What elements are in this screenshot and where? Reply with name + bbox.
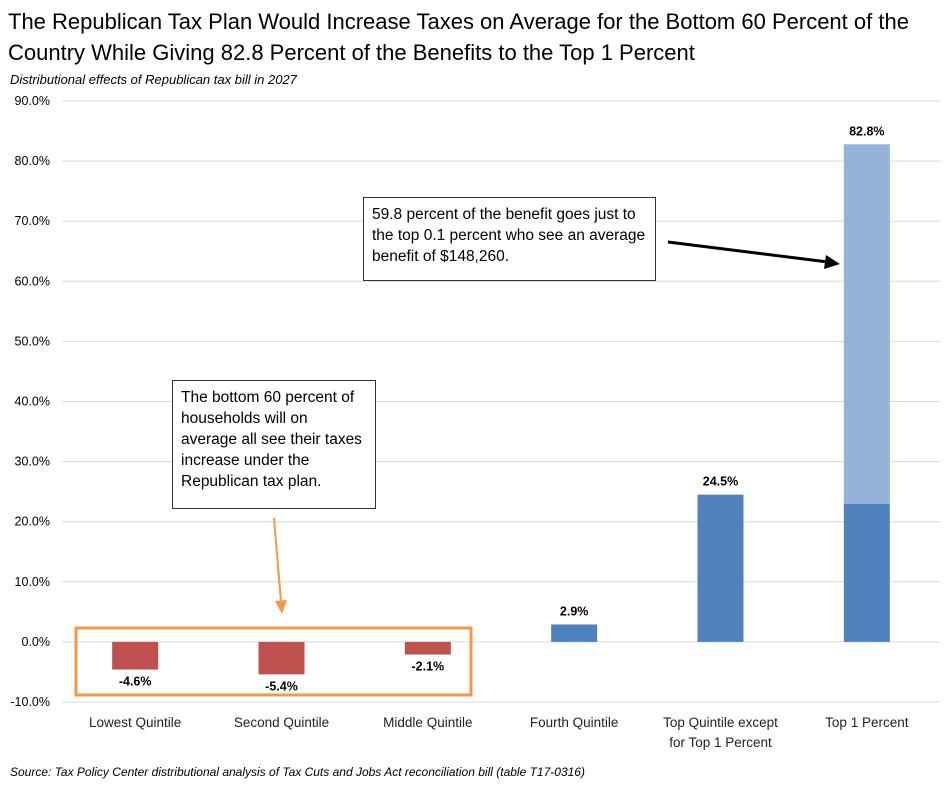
y-tick-label: 40.0% bbox=[15, 395, 50, 409]
bar bbox=[697, 494, 744, 642]
bar-top-1-percent-lower-segment bbox=[843, 503, 890, 642]
y-tick-label: 20.0% bbox=[15, 515, 50, 529]
y-tick-label: 80.0% bbox=[15, 154, 50, 168]
annotation-top-0-1-percent: 59.8 percent of the benefit goes just to… bbox=[363, 197, 656, 281]
y-tick-label: 10.0% bbox=[15, 575, 50, 589]
x-category-label: Middle Quintile bbox=[383, 715, 472, 730]
orange-arrow-line bbox=[273, 517, 282, 603]
chart-subtitle: Distributional effects of Republican tax… bbox=[10, 72, 297, 87]
x-category-label: Second Quintile bbox=[234, 715, 329, 730]
black-arrow-line bbox=[667, 240, 829, 264]
y-tick-label: 60.0% bbox=[15, 274, 50, 288]
x-category-label: Lowest Quintile bbox=[89, 715, 181, 730]
y-tick-label: 50.0% bbox=[15, 334, 50, 348]
y-tick-label: 30.0% bbox=[15, 455, 50, 469]
x-category-label: for Top 1 Percent bbox=[669, 735, 772, 750]
y-tick-label: -10.0% bbox=[10, 695, 50, 709]
bar bbox=[404, 641, 451, 655]
y-tick-label: 0.0% bbox=[22, 635, 51, 649]
data-label: 2.9% bbox=[560, 604, 589, 618]
x-category-label: Fourth Quintile bbox=[530, 715, 619, 730]
bar bbox=[551, 624, 598, 642]
x-category-label: Top 1 Percent bbox=[825, 715, 909, 730]
y-tick-label: 90.0% bbox=[15, 94, 50, 108]
bar bbox=[258, 641, 305, 675]
black-arrowhead bbox=[824, 255, 840, 269]
data-label: -4.6% bbox=[119, 675, 152, 689]
orange-arrowhead bbox=[275, 600, 287, 614]
data-label: 24.5% bbox=[703, 475, 738, 489]
x-category-label: Top Quintile except bbox=[663, 715, 778, 730]
data-label: -5.4% bbox=[265, 679, 298, 693]
y-tick-label: 70.0% bbox=[15, 214, 50, 228]
data-label: -2.1% bbox=[412, 660, 445, 674]
data-label: 82.8% bbox=[849, 124, 884, 138]
chart-title: The Republican Tax Plan Would Increase T… bbox=[8, 9, 909, 65]
bar bbox=[112, 641, 159, 670]
annotation-bottom-60-percent: The bottom 60 percent of households will… bbox=[172, 380, 376, 509]
highlight-box-bottom-60 bbox=[74, 626, 473, 697]
bar-top-0-1-percent-segment bbox=[843, 144, 890, 504]
source-note: Source: Tax Policy Center distributional… bbox=[10, 765, 585, 779]
